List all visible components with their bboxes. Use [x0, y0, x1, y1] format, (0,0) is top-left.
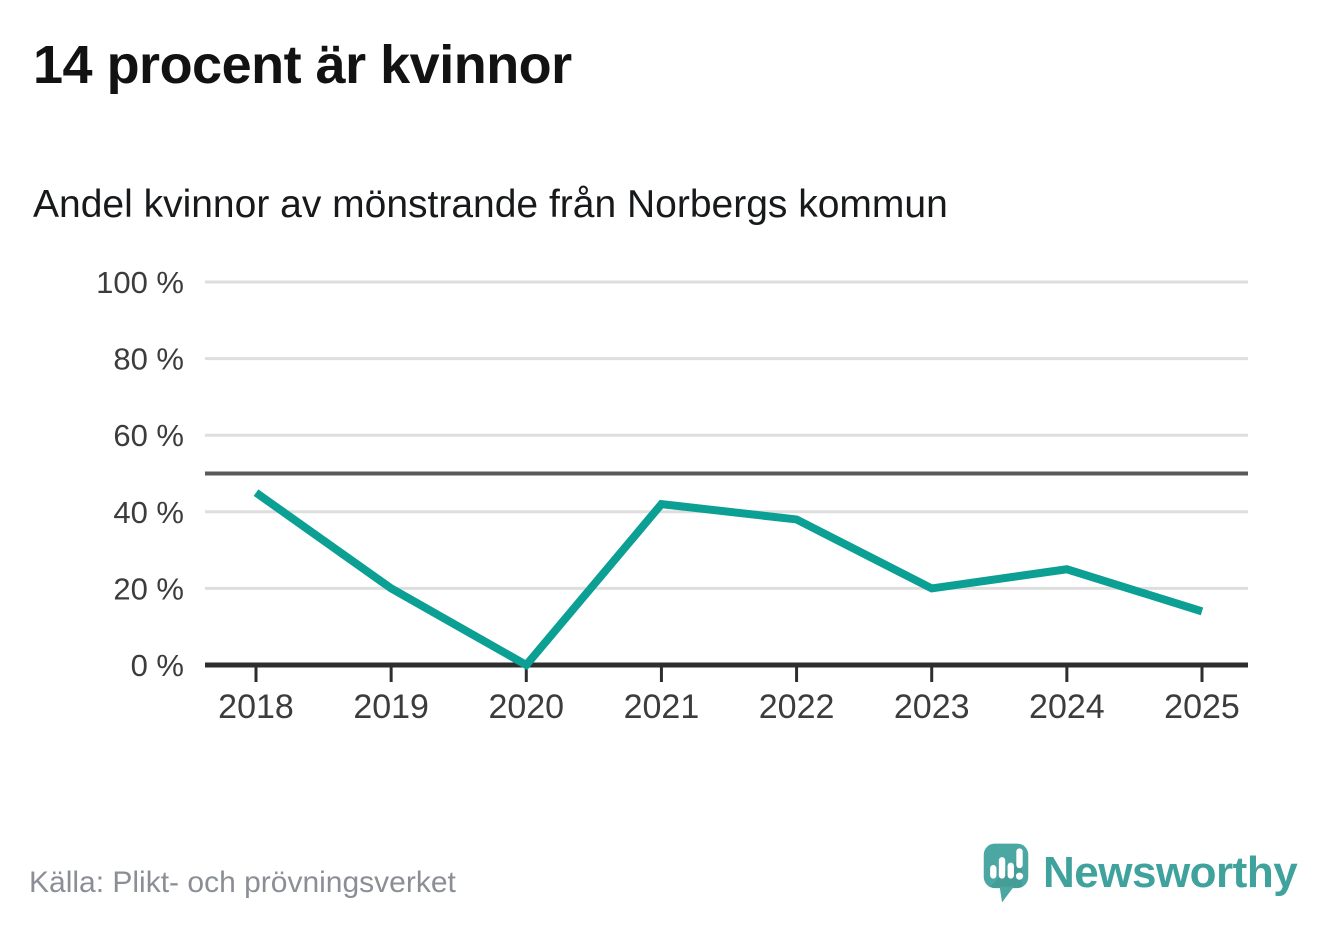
chart-title: 14 procent är kvinnor — [33, 35, 572, 95]
x-axis-label: 2021 — [624, 688, 700, 726]
x-axis-label: 2018 — [218, 688, 294, 726]
logo-bubble-tail — [999, 886, 1014, 903]
x-axis-label: 2024 — [1029, 688, 1105, 726]
y-axis-label: 40 % — [113, 495, 184, 530]
y-axis-label: 60 % — [113, 418, 184, 453]
logo-exclamation-bar — [1016, 848, 1023, 869]
y-axis-label: 80 % — [113, 342, 184, 377]
y-axis-label: 20 % — [113, 571, 184, 606]
data-line-andel-kvinnor — [253, 489, 1204, 671]
logo-bar-3 — [1007, 862, 1014, 879]
y-axis-label: 0 % — [131, 648, 184, 683]
source-label: Källa: Plikt- och prövningsverket — [29, 866, 456, 899]
newsworthy-logo-icon — [983, 843, 1029, 903]
newsworthy-brand: Newsworthy — [982, 842, 1298, 904]
x-axis-label: 2019 — [353, 688, 429, 726]
y-axis-label: 100 % — [96, 265, 184, 300]
logo-bar-2 — [998, 857, 1006, 879]
chart-subtitle: Andel kvinnor av mönstrande från Norberg… — [33, 183, 948, 226]
x-axis-label: 2025 — [1164, 688, 1240, 726]
logo-exclamation-dot — [1015, 872, 1024, 880]
x-axis-label: 2022 — [759, 688, 835, 726]
x-axis-label: 2023 — [894, 688, 970, 726]
logo-bar-1 — [990, 865, 997, 879]
x-axis-label: 2020 — [488, 688, 564, 726]
newsworthy-logo-text: Newsworthy — [1043, 848, 1298, 897]
